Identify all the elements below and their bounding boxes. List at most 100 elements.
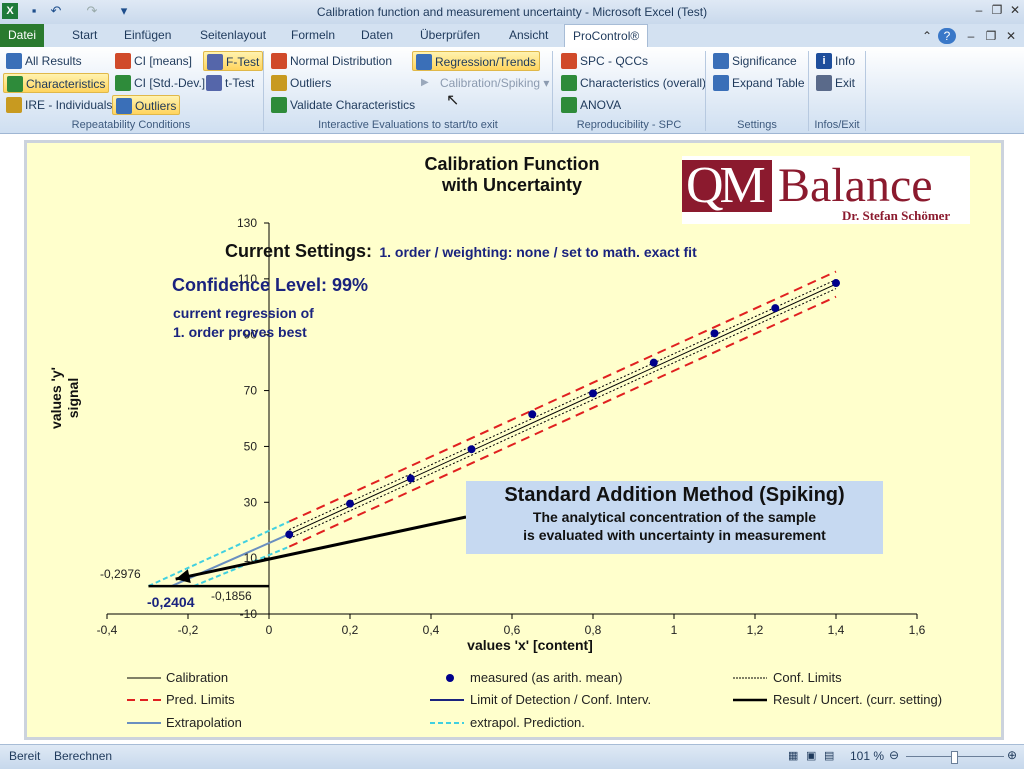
ire-individuals-button[interactable]: IRE - Individuals xyxy=(3,95,115,115)
x-tick-label: -0,2 xyxy=(178,623,199,637)
anova-button[interactable]: ANOVA xyxy=(558,95,624,115)
customize-icon[interactable]: ▾ xyxy=(120,3,128,18)
significance-icon xyxy=(713,53,729,69)
outliers-interactive-button[interactable]: Outliers xyxy=(268,73,334,93)
save-icon[interactable]: ▪ xyxy=(31,3,37,18)
ci-std-dev-button[interactable]: CI [Std.-Dev.] xyxy=(112,73,208,93)
restore-button[interactable]: ❐ xyxy=(991,3,1003,17)
group-separator xyxy=(808,51,809,131)
measured-point xyxy=(346,499,354,508)
help-icon[interactable]: ? xyxy=(938,28,956,44)
legend-pred-limits: Pred. Limits xyxy=(166,692,235,707)
tab-data[interactable]: Daten xyxy=(361,28,394,42)
normal-view-icon[interactable]: ▦ xyxy=(788,750,799,762)
measured-point xyxy=(710,329,719,338)
calibration-spiking-button[interactable]: ▶ Calibration/Spiking ▾ xyxy=(421,76,550,90)
group-label-interactive: Interactive Evaluations to start/to exit xyxy=(318,119,498,131)
anova-icon xyxy=(561,97,577,113)
characteristics-button[interactable]: Characteristics xyxy=(3,73,110,93)
measured-point xyxy=(649,358,658,367)
tab-insert[interactable]: Einfügen xyxy=(124,28,172,42)
group-separator xyxy=(705,51,706,131)
x-tick-label: -0,4 xyxy=(97,623,118,637)
regression-note-line1: current regression of xyxy=(173,305,314,321)
chart-title-line1: Calibration Function xyxy=(424,154,600,174)
validate-icon xyxy=(271,97,287,113)
x-tick-label: 0,4 xyxy=(423,623,440,637)
f-test-button[interactable]: F-Test xyxy=(203,51,264,71)
exit-button[interactable]: Exit xyxy=(813,73,858,93)
pointer-arrow-line xyxy=(175,515,467,581)
ext-lower-value: -0,2976 xyxy=(100,567,141,581)
page-layout-view-icon[interactable]: ▣ xyxy=(806,750,817,762)
qmbalance-logo: QM Balance Dr. Stefan Schömer xyxy=(682,156,970,224)
tab-file[interactable]: Datei xyxy=(0,24,44,47)
zoom-level[interactable]: 101 % xyxy=(850,749,885,763)
group-label-infos: Infos/Exit xyxy=(814,119,860,131)
y-tick-label: 70 xyxy=(244,384,258,398)
doc-close-button[interactable]: ✕ xyxy=(1005,29,1017,43)
excel-icon[interactable]: X xyxy=(2,3,18,19)
zoom-in-icon[interactable]: ⊕ xyxy=(1007,748,1018,762)
annotation-heading: Standard Addition Method (Spiking) xyxy=(504,484,845,506)
tab-view[interactable]: Ansicht xyxy=(509,28,549,42)
status-calculate[interactable]: Berechnen xyxy=(54,749,113,763)
tab-page-layout[interactable]: Seitenlayout xyxy=(200,28,267,42)
y-tick-label: 30 xyxy=(244,495,258,509)
y-tick-label: 110 xyxy=(238,272,257,286)
tab-start[interactable]: Start xyxy=(72,28,98,42)
tab-formulas[interactable]: Formeln xyxy=(291,28,336,42)
measured-point xyxy=(285,530,294,539)
legend-calibration: Calibration xyxy=(166,670,229,685)
outliers-icon xyxy=(271,75,287,91)
legend-measured: measured (as arith. mean) xyxy=(470,670,623,685)
t-test-icon xyxy=(206,75,222,91)
calibration-chart[interactable]: -0,4 -0,2 0 0,2 0,4 0,6 0,8 1 1,2 1,4 1,6 -10 10 30 50… xyxy=(27,143,1001,737)
info-button[interactable]: i Info xyxy=(813,51,858,71)
x-tick-label: 1 xyxy=(671,623,678,637)
significance-button[interactable]: Significance xyxy=(710,51,800,71)
regression-trends-button[interactable]: Regression/Trends xyxy=(412,51,540,71)
t-test-button[interactable]: t-Test xyxy=(203,73,257,93)
zoom-out-icon[interactable]: ⊖ xyxy=(889,748,900,762)
logo-qm-text: QM xyxy=(686,157,766,214)
conf-limit-lower xyxy=(289,288,837,540)
x-tick-label: 0,8 xyxy=(585,623,602,637)
group-separator xyxy=(865,51,866,131)
chart-title-line2: with Uncertainty xyxy=(441,175,583,195)
tab-procontrol[interactable]: ProControl® xyxy=(564,24,649,48)
regression-note: current regression of 1. order proves be… xyxy=(173,304,314,342)
doc-minimize-button[interactable]: – xyxy=(967,29,975,43)
redo-icon[interactable]: ↷ xyxy=(86,3,98,18)
all-results-button[interactable]: All Results xyxy=(3,51,85,71)
ribbon-collapse-icon[interactable]: ⌃ xyxy=(921,29,933,43)
window-title: Calibration function and measurement unc… xyxy=(316,5,708,19)
measured-point xyxy=(406,474,415,483)
outliers-button[interactable]: Outliers xyxy=(112,95,181,115)
validate-characteristics-button[interactable]: Validate Characteristics xyxy=(268,95,418,115)
characteristics-overall-button[interactable]: Characteristics (overall) xyxy=(558,73,709,93)
chart-title: Calibration Function with Uncertainty xyxy=(412,154,612,196)
page-break-view-icon[interactable]: ▤ xyxy=(824,750,835,762)
title-bar: X ▪ ↶ ↷ ▾ Calibration function and measu… xyxy=(0,0,1024,24)
ribbon: All Results Characteristics IRE - Indivi… xyxy=(0,47,1024,134)
info-icon: i xyxy=(816,53,832,69)
normal-distribution-button[interactable]: Normal Distribution xyxy=(268,51,395,71)
zoom-slider-handle[interactable] xyxy=(951,751,958,764)
ci-means-button[interactable]: CI [means] xyxy=(112,51,195,71)
expand-table-button[interactable]: Expand Table xyxy=(710,73,808,93)
group-separator xyxy=(552,51,553,131)
x-tick-label: 0,6 xyxy=(504,623,521,637)
status-ready: Bereit xyxy=(9,749,41,763)
doc-restore-button[interactable]: ❐ xyxy=(985,29,997,43)
y-axis-label-line2: signal xyxy=(65,377,81,419)
spc-qccs-button[interactable]: SPC - QCCs xyxy=(558,51,651,71)
minimize-button[interactable]: – xyxy=(975,3,983,17)
mouse-cursor-icon: ↖ xyxy=(446,92,460,109)
tab-review[interactable]: Überprüfen xyxy=(420,28,481,42)
confidence-level: Confidence Level: 99% xyxy=(172,275,369,295)
measured-point xyxy=(467,445,476,454)
undo-icon[interactable]: ↶ xyxy=(50,3,62,18)
group-label-settings: Settings xyxy=(737,119,777,131)
close-button[interactable]: ✕ xyxy=(1009,3,1021,17)
